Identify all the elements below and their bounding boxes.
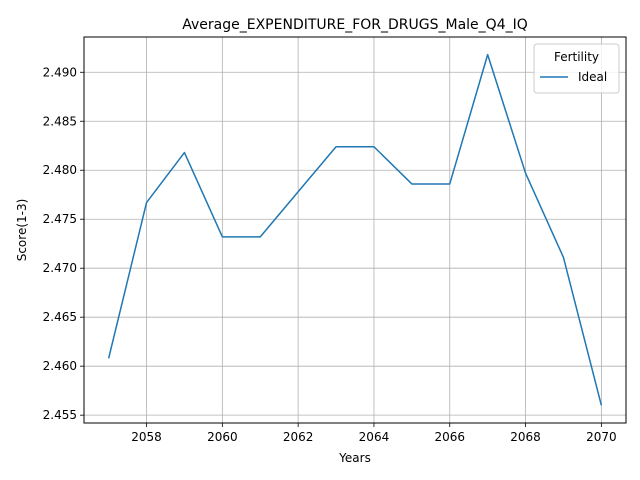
series-line-ideal bbox=[107, 53, 603, 406]
legend-entry-ideal: Ideal bbox=[578, 70, 607, 84]
x-tick-label: 2062 bbox=[283, 430, 314, 444]
y-axis-label: Score(1-3) bbox=[15, 199, 29, 262]
plot-frame bbox=[83, 36, 627, 424]
x-tick-label: 2064 bbox=[359, 430, 390, 444]
y-tick-label: 2.455 bbox=[43, 408, 77, 422]
y-tick-label: 2.460 bbox=[43, 359, 77, 373]
legend-box bbox=[533, 43, 620, 94]
x-tick-label: 2068 bbox=[510, 430, 541, 444]
x-tick-label: 2060 bbox=[207, 430, 238, 444]
legend: Fertility Ideal bbox=[533, 43, 620, 94]
chart-title: Average_EXPENDITURE_FOR_DRUGS_Male_Q4_IQ bbox=[182, 17, 528, 33]
legend-title: Fertility bbox=[554, 50, 599, 64]
ticks: 2058 2060 2062 2064 2066 2068 2070 2.455 2.460 2.… bbox=[43, 65, 617, 444]
x-axis-label: Years bbox=[338, 451, 371, 465]
x-tick-label: 2070 bbox=[586, 430, 617, 444]
y-tick-label: 2.485 bbox=[43, 114, 77, 128]
y-tick-label: 2.480 bbox=[43, 163, 77, 177]
series-layer bbox=[107, 53, 603, 406]
x-tick-label: 2058 bbox=[131, 430, 162, 444]
grid bbox=[84, 37, 626, 423]
x-tick-label: 2066 bbox=[434, 430, 465, 444]
y-tick-label: 2.470 bbox=[43, 261, 77, 275]
y-tick-label: 2.465 bbox=[43, 310, 77, 324]
y-tick-label: 2.475 bbox=[43, 212, 77, 226]
y-tick-label: 2.490 bbox=[43, 65, 77, 79]
